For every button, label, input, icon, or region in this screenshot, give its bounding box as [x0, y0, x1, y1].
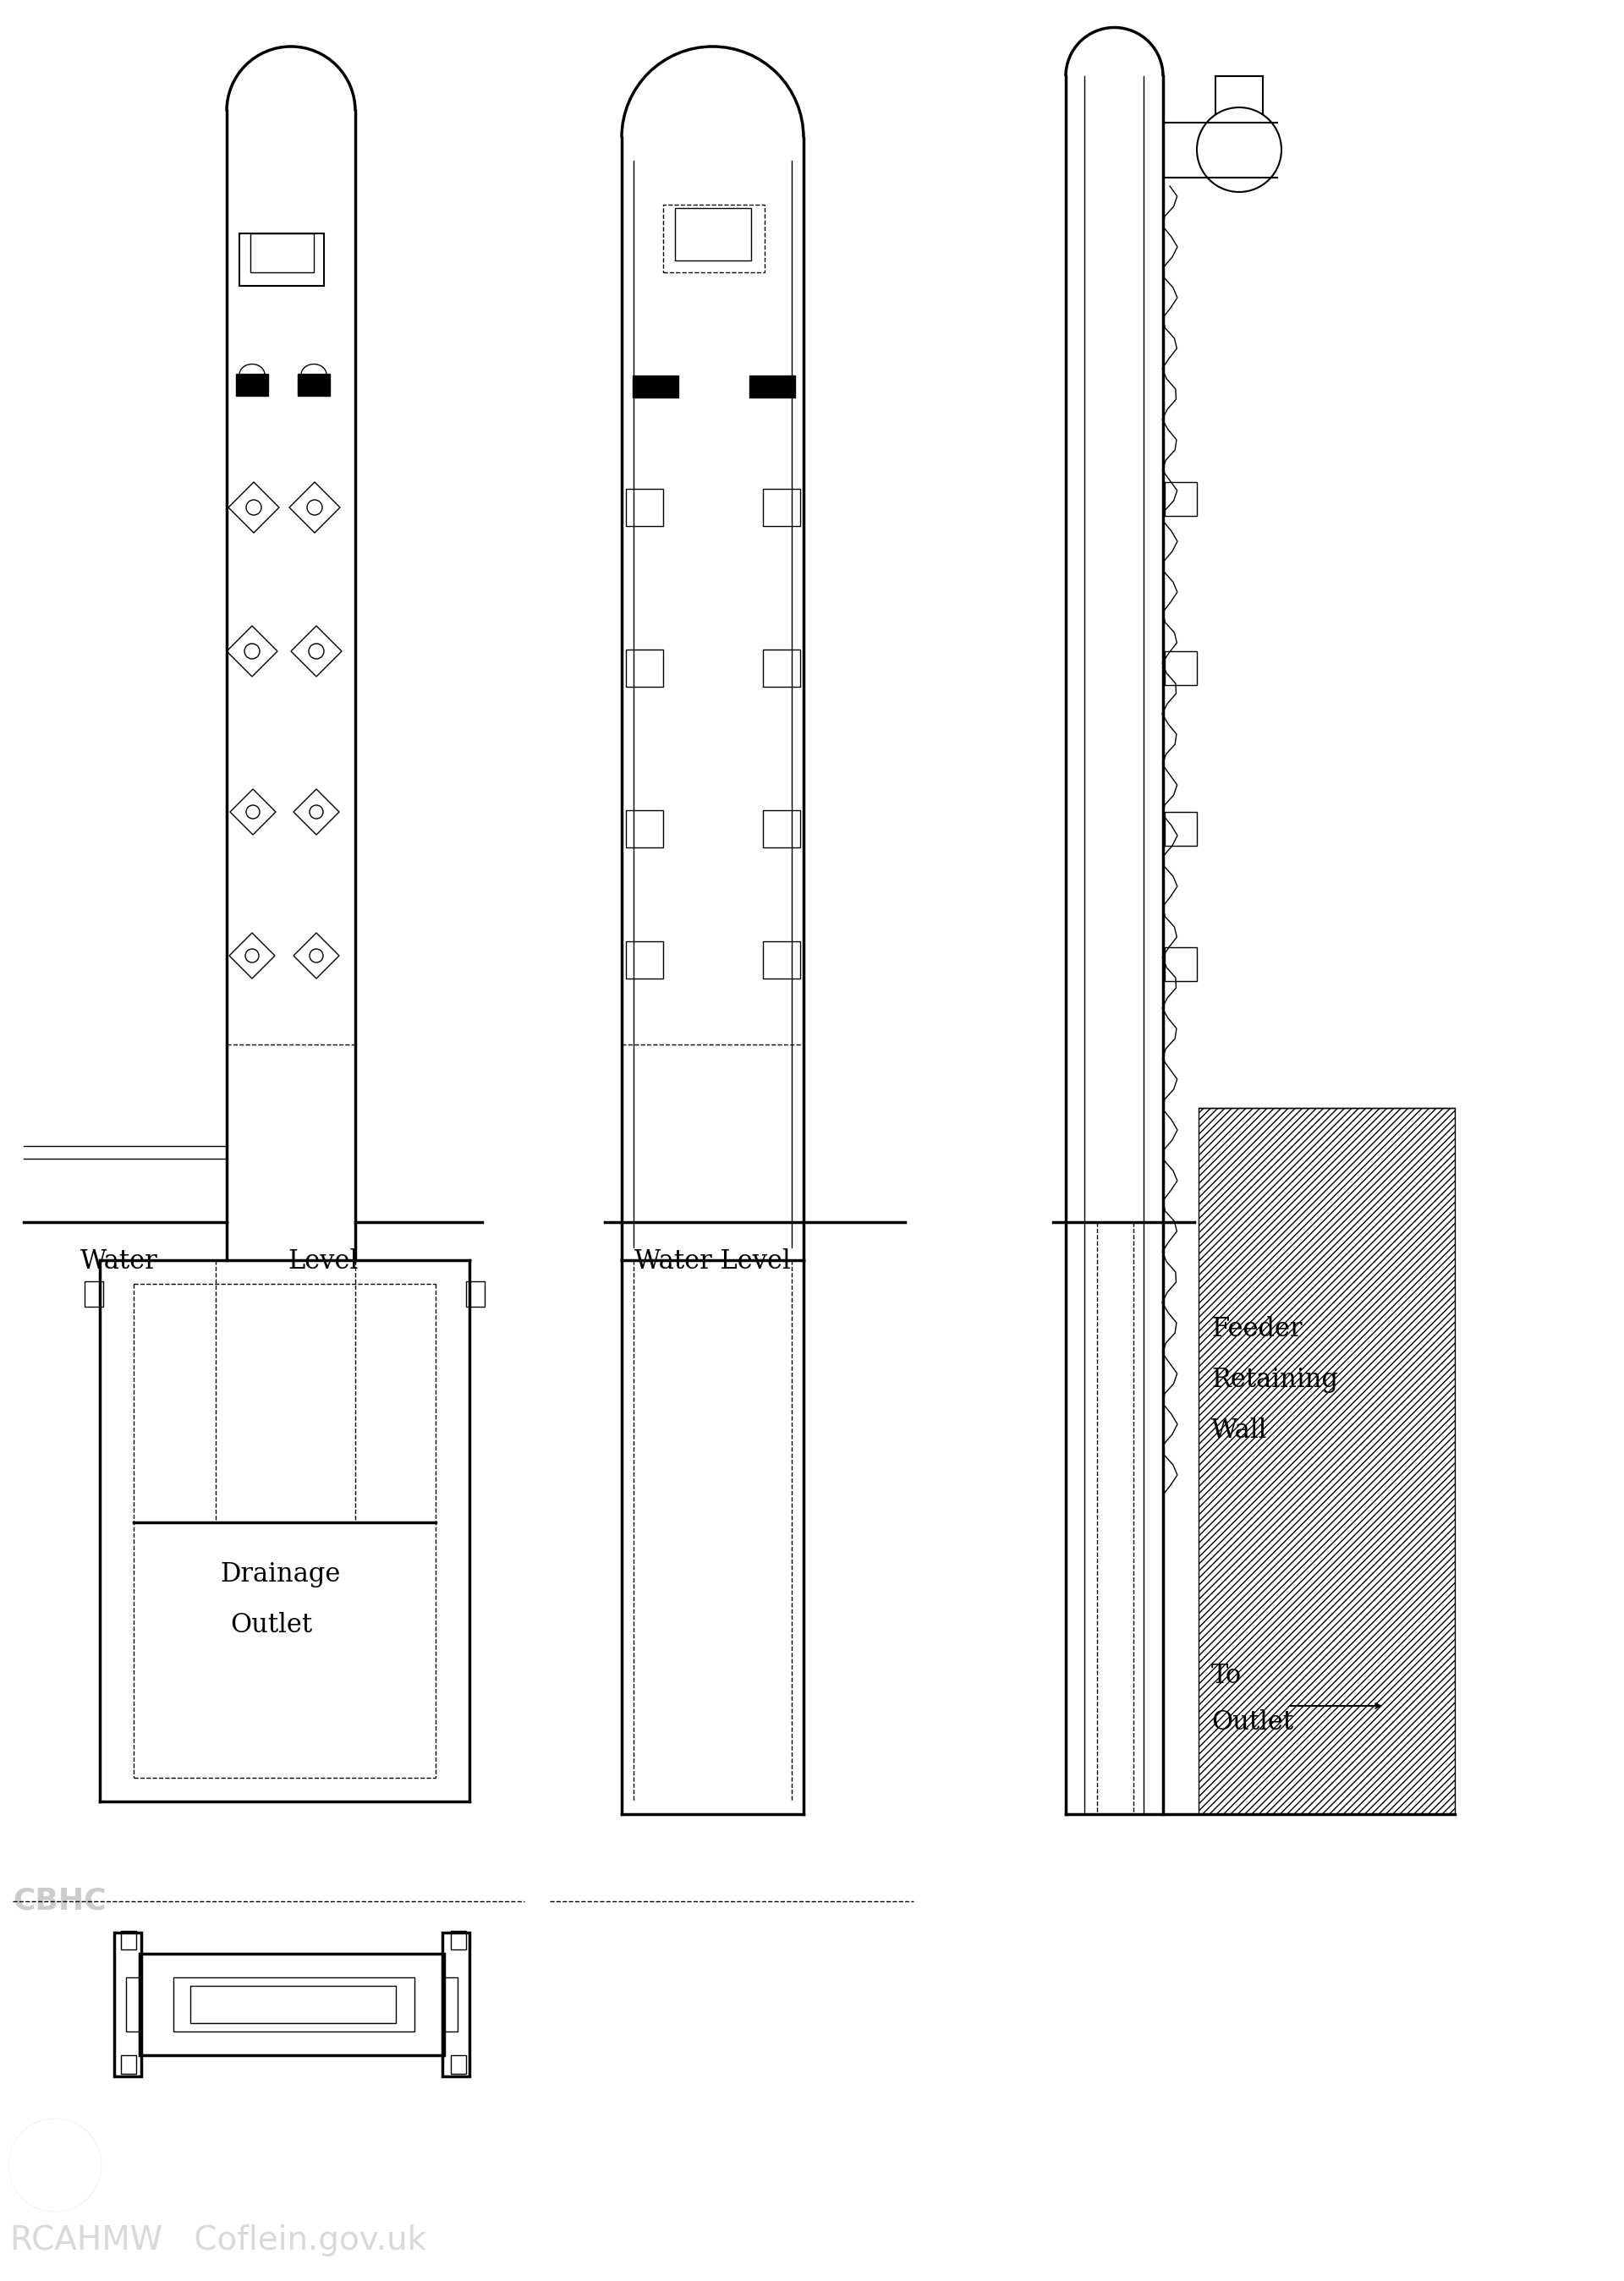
Bar: [625, 942, 663, 979]
Bar: [763, 942, 801, 979]
Bar: [663, 205, 765, 271]
Bar: [239, 233, 323, 285]
Bar: [625, 488, 663, 527]
Text: To: To: [1212, 1663, 1242, 1688]
Text: Water: Water: [80, 1248, 158, 1275]
Bar: [190, 1987, 396, 2023]
Bar: [1164, 481, 1197, 516]
Bar: [625, 650, 663, 687]
Bar: [676, 208, 750, 260]
Bar: [749, 376, 796, 397]
Bar: [1199, 1109, 1455, 1813]
Bar: [297, 374, 330, 397]
Text: Retaining: Retaining: [1212, 1366, 1338, 1394]
Text: Wall: Wall: [1212, 1417, 1267, 1444]
Bar: [633, 376, 679, 397]
Bar: [763, 488, 801, 527]
Bar: [1164, 652, 1197, 684]
Bar: [1164, 812, 1197, 846]
Bar: [127, 1978, 141, 2032]
Bar: [235, 374, 268, 397]
Text: Outlet: Outlet: [1212, 1708, 1293, 1736]
Text: Feeder: Feeder: [1212, 1316, 1302, 1341]
Bar: [625, 810, 663, 849]
Bar: [451, 2055, 466, 2073]
Bar: [763, 650, 801, 687]
Bar: [120, 2055, 136, 2073]
Text: Drainage: Drainage: [219, 1560, 341, 1588]
Bar: [140, 1955, 443, 2055]
Bar: [114, 1932, 141, 2076]
Bar: [466, 1282, 484, 1307]
Bar: [451, 1930, 466, 1950]
Text: CBHC: CBHC: [13, 1886, 106, 1916]
Bar: [120, 1930, 136, 1950]
Text: RCAHMW   Coflein.gov.uk: RCAHMW Coflein.gov.uk: [10, 2224, 427, 2256]
Bar: [763, 810, 801, 849]
Bar: [442, 1932, 469, 2076]
Bar: [250, 233, 313, 271]
Text: Water Level: Water Level: [635, 1248, 791, 1275]
Text: Outlet: Outlet: [231, 1613, 312, 1638]
Bar: [1199, 1109, 1455, 1813]
Bar: [1164, 947, 1197, 981]
Bar: [442, 1978, 458, 2032]
Text: Level: Level: [287, 1248, 357, 1275]
Bar: [174, 1978, 414, 2032]
Bar: [84, 1282, 104, 1307]
